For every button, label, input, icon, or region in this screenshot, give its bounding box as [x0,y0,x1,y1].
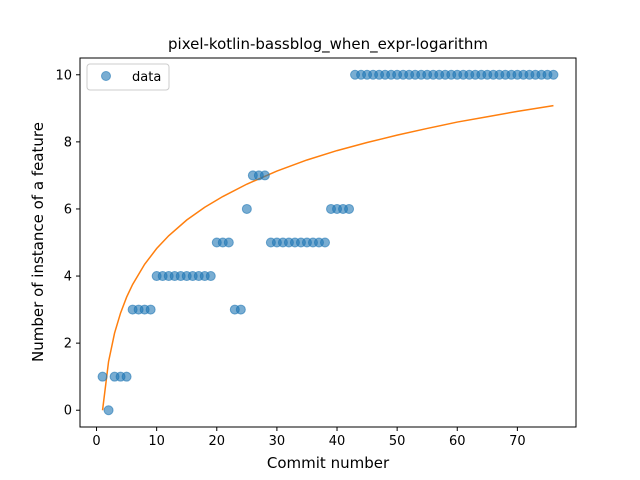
data-point [259,170,270,181]
x-tick-label: 50 [389,434,406,449]
x-tick-label: 0 [92,434,100,449]
data-point [344,203,355,214]
chart-title: pixel-kotlin-bassblog_when_expr-logarith… [168,35,488,54]
data-point [548,69,559,80]
y-tick-label: 8 [64,135,72,150]
y-tick-label: 10 [55,68,72,83]
x-tick-label: 20 [209,434,226,449]
x-tick-label: 60 [449,434,466,449]
y-tick-label: 6 [64,202,72,217]
data-point [319,237,330,248]
legend: data [86,63,170,91]
plot-frame [79,57,577,428]
x-ticks: 0 10 20 30 40 50 60 70 [92,427,526,449]
y-axis-title: Number of instance of a feature [29,122,47,362]
x-tick-label: 40 [329,434,346,449]
legend-box [86,63,170,91]
x-tick-label: 70 [509,434,526,449]
y-tick-label: 4 [64,270,72,285]
data-point [97,371,108,382]
data-point [205,271,216,282]
points-layer [97,69,559,416]
fit-line [101,104,554,411]
legend-label: data [132,70,161,85]
y-ticks: 0 2 4 6 8 10 [55,68,80,419]
data-point [145,304,156,315]
x-tick-label: 10 [148,434,165,449]
x-axis-title: Commit number [267,454,390,472]
y-tick-label: 0 [64,404,72,419]
data-point [121,371,132,382]
data-point [241,203,252,214]
fit-layer [101,104,554,411]
x-tick-label: 30 [269,434,286,449]
y-tick-label: 2 [64,337,72,352]
data-point [103,405,114,416]
data-point [223,237,234,248]
data-point [235,304,246,315]
legend-marker [101,71,111,81]
